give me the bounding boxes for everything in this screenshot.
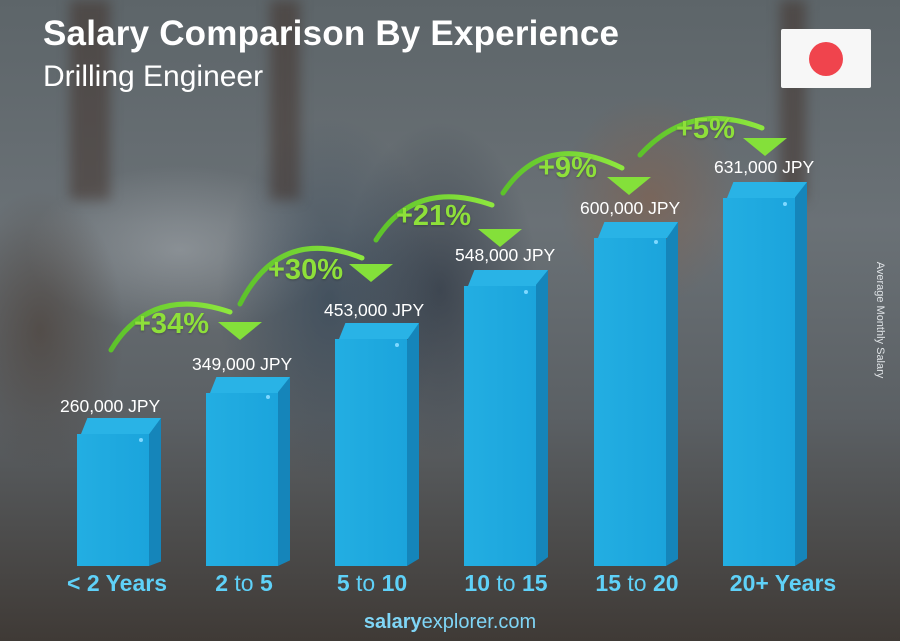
brand-rest: explorer [421, 611, 493, 633]
background-photo [70, 0, 110, 200]
increase-label: +9% [538, 152, 597, 184]
brand-tld: .com [492, 611, 537, 633]
arc-arrow-icon [237, 245, 365, 307]
value-label: 260,000 JPY [60, 396, 161, 416]
background-photo [270, 0, 300, 200]
bar-2-to-5 [206, 377, 290, 566]
value-label: 631,000 JPY [714, 157, 815, 177]
bar-15-to-20 [594, 222, 678, 566]
chart-title: Salary Comparison By Experience [43, 14, 620, 53]
category-label: 5 to 10 [336, 570, 408, 596]
category-label: < 2 Years [67, 570, 167, 596]
arc-arrow-icon [108, 301, 233, 353]
bar-10-to-15 [464, 270, 548, 566]
value-label: 453,000 JPY [324, 300, 425, 320]
arrow-head-icon [743, 138, 787, 156]
category-label: 20+ Years [729, 570, 837, 596]
value-label: 349,000 JPY [192, 354, 293, 374]
increase-label: +21% [396, 200, 471, 232]
arc-arrow-icon [373, 194, 495, 243]
chart-subtitle: Drilling Engineer [43, 60, 264, 93]
flag-sun-circle [809, 42, 843, 76]
arrow-head-icon [349, 264, 393, 282]
arrow-head-icon [478, 229, 522, 247]
increase-label: +30% [268, 254, 343, 286]
bar-lt2-years [77, 418, 161, 566]
increase-label: +34% [134, 308, 209, 340]
arrow-head-icon [218, 322, 262, 340]
brand-bold: salary [363, 611, 422, 633]
site-brand-link[interactable]: salaryexplorer.com [364, 611, 536, 634]
arc-arrow-icon [637, 116, 765, 158]
bar-20-plus-years [723, 182, 807, 566]
category-label: 2 to 5 [215, 570, 273, 596]
arrow-head-icon [607, 177, 651, 195]
category-label: 10 to 15 [464, 570, 548, 596]
value-label: 548,000 JPY [455, 245, 556, 265]
japan-flag-icon [781, 29, 871, 88]
category-label: 15 to 20 [595, 570, 679, 596]
arc-arrow-icon [500, 151, 625, 196]
bar-5-to-10 [335, 323, 419, 566]
value-label: 600,000 JPY [580, 198, 681, 218]
increase-label: +5% [676, 113, 735, 145]
